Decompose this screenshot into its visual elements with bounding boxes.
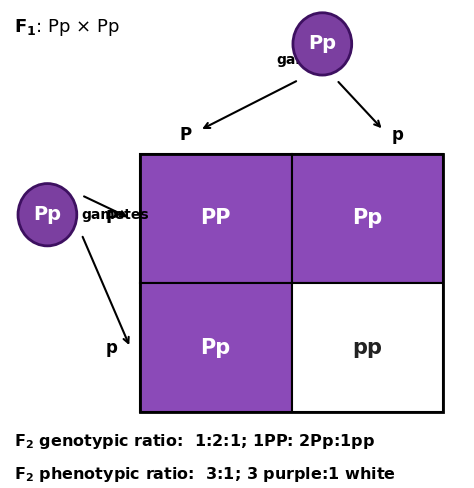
Text: p: p bbox=[105, 339, 118, 357]
Text: $\mathbf{F_2}$ genotypic ratio:  1:2:1; 1PP: 2Pp:1pp: $\mathbf{F_2}$ genotypic ratio: 1:2:1; 1… bbox=[14, 432, 375, 451]
Text: pp: pp bbox=[352, 338, 383, 358]
Text: $\mathbf{F_1}$: Pp × Pp: $\mathbf{F_1}$: Pp × Pp bbox=[14, 17, 120, 38]
Text: Pp: Pp bbox=[33, 205, 62, 224]
Text: Pp: Pp bbox=[308, 35, 337, 53]
Text: p: p bbox=[392, 126, 404, 144]
Text: gametes: gametes bbox=[277, 53, 344, 67]
Bar bbox=[292, 154, 443, 283]
Bar bbox=[140, 154, 292, 283]
Ellipse shape bbox=[18, 183, 77, 246]
Ellipse shape bbox=[293, 13, 352, 75]
Bar bbox=[292, 283, 443, 412]
Text: Pp: Pp bbox=[352, 208, 383, 228]
Text: Pp: Pp bbox=[201, 338, 231, 358]
Text: P: P bbox=[105, 209, 118, 227]
Text: gametes: gametes bbox=[82, 208, 149, 222]
Text: $\mathbf{F_2}$ phenotypic ratio:  3:1; 3 purple:1 white: $\mathbf{F_2}$ phenotypic ratio: 3:1; 3 … bbox=[14, 465, 396, 484]
Bar bbox=[140, 283, 292, 412]
Bar bbox=[140, 154, 443, 412]
Text: P: P bbox=[179, 126, 191, 144]
Text: PP: PP bbox=[201, 208, 231, 228]
